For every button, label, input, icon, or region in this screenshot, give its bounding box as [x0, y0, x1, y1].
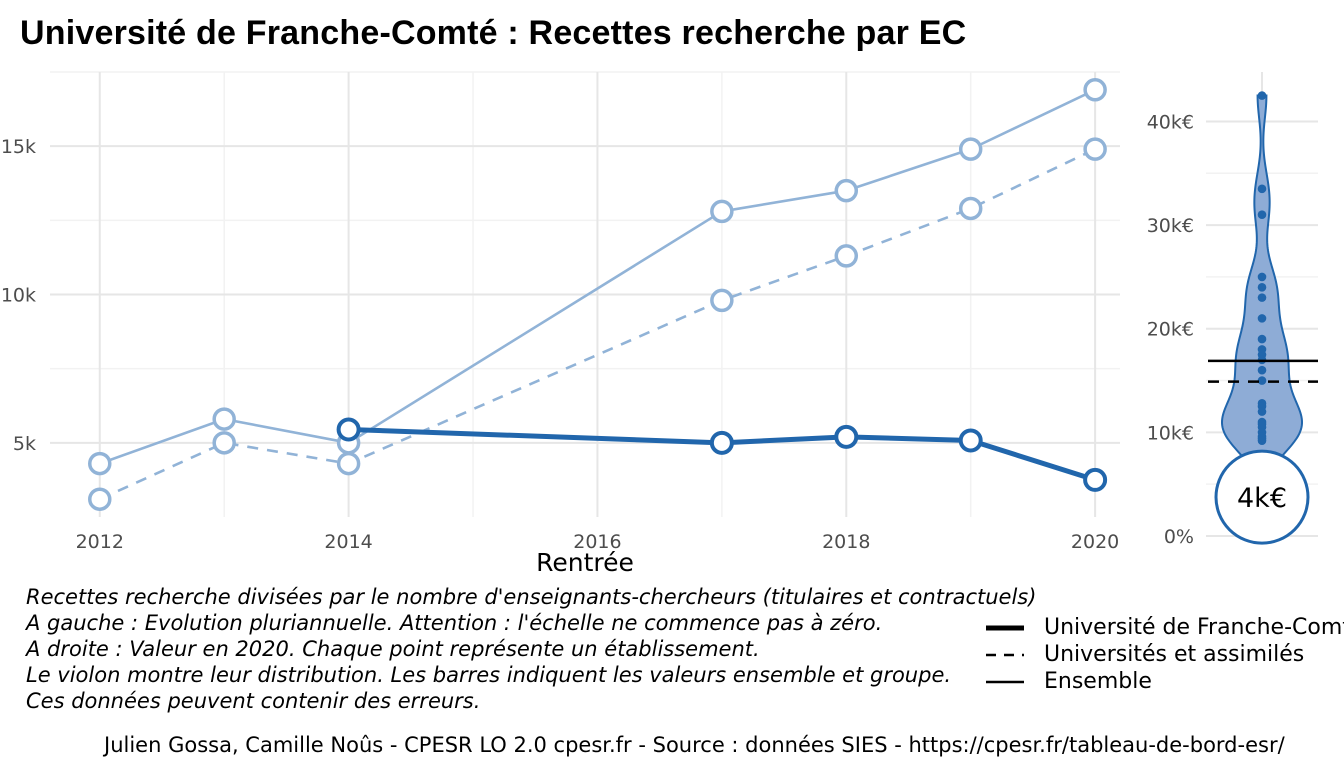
data-point	[88, 451, 112, 476]
x-tick-label: 2016	[573, 531, 621, 553]
note-line: A gauche : Evolution pluriannuelle. Atte…	[26, 611, 883, 635]
chart-notes: Recettes recherche divisées par le nombr…	[26, 584, 1036, 714]
line-chart-ticks: 2012 2014 2016 2018 2020 5k 10k 15k	[1, 136, 1119, 553]
legend-key-dashed	[986, 653, 1024, 656]
data-point	[88, 487, 112, 511]
legend-key-solid	[986, 680, 1024, 683]
line-chart-series	[88, 78, 1108, 511]
legend-label: Universités et assimilés	[1044, 642, 1305, 667]
footer-credits: Julien Gossa, Camille Noûs - CPESR LO 2.…	[104, 733, 1285, 757]
data-point	[710, 288, 734, 313]
data-point	[834, 178, 859, 203]
violin-point	[1257, 365, 1267, 375]
data-point	[958, 137, 983, 161]
violin-point	[1257, 407, 1267, 416]
x-tick-label: 2012	[76, 531, 124, 553]
data-point	[336, 417, 361, 442]
violin-point	[1257, 184, 1267, 194]
note-line: Recettes recherche divisées par le nombr…	[26, 585, 1037, 609]
x-tick-label: 2020	[1071, 531, 1119, 553]
violin-tick-label: 0%	[1164, 526, 1194, 548]
data-point	[710, 199, 734, 224]
violin-body: 4k€	[1208, 91, 1318, 545]
y-tick-label: 15k	[1, 136, 36, 158]
legend-item-ensemble: Ensemble	[986, 668, 1344, 695]
violin-point	[1257, 436, 1267, 445]
violin-point	[1257, 210, 1267, 220]
data-point	[1083, 78, 1107, 102]
violin-point	[1257, 376, 1267, 385]
data-point	[834, 244, 859, 268]
legend-label: Ensemble	[1044, 669, 1152, 694]
data-point	[1083, 467, 1108, 492]
violin-tick-label: 20k€	[1147, 319, 1194, 341]
data-point	[958, 196, 983, 221]
violin-ticks: 0% 10k€ 20k€ 30k€ 40k€	[1147, 111, 1194, 548]
institution-bubble	[1214, 449, 1310, 545]
note-line: Ces données peuvent contenir des erreurs…	[26, 689, 481, 713]
data-point	[336, 451, 361, 476]
data-point	[212, 407, 236, 431]
violin-point	[1257, 334, 1267, 344]
note-line: Le violon montre leur distribution. Les …	[26, 663, 952, 687]
x-axis-title: Rentrée	[536, 548, 634, 577]
data-point	[1083, 137, 1107, 161]
data-point	[834, 424, 859, 449]
data-point	[212, 431, 236, 455]
violin-tick-label: 40k€	[1147, 111, 1194, 133]
legend-item-institution: Université de Franche-Comté	[986, 614, 1344, 641]
violin-tick-label: 30k€	[1147, 215, 1194, 237]
x-tick-label: 2014	[324, 531, 372, 553]
institution-value-label: 4k€	[1237, 483, 1287, 514]
data-point	[958, 428, 983, 453]
violin-point	[1257, 282, 1267, 292]
legend-key-solid-thick	[986, 625, 1024, 630]
y-tick-label: 10k	[1, 285, 36, 307]
legend-label: Université de Franche-Comté	[1044, 615, 1344, 640]
x-tick-label: 2018	[822, 531, 870, 553]
legend: Université de Franche-Comté Universités …	[986, 614, 1344, 695]
violin-tick-label: 10k€	[1147, 422, 1194, 444]
violin-point	[1257, 314, 1267, 323]
chart-title: Université de Franche-Comté : Recettes r…	[20, 14, 967, 52]
data-point	[709, 430, 734, 455]
violin-point	[1257, 272, 1267, 282]
legend-item-group: Universités et assimilés	[986, 641, 1344, 668]
y-tick-label: 5k	[13, 433, 36, 455]
violin-point	[1257, 293, 1267, 302]
violin-point	[1257, 91, 1267, 100]
note-line: A droite : Valeur en 2020. Chaque point …	[26, 637, 760, 661]
